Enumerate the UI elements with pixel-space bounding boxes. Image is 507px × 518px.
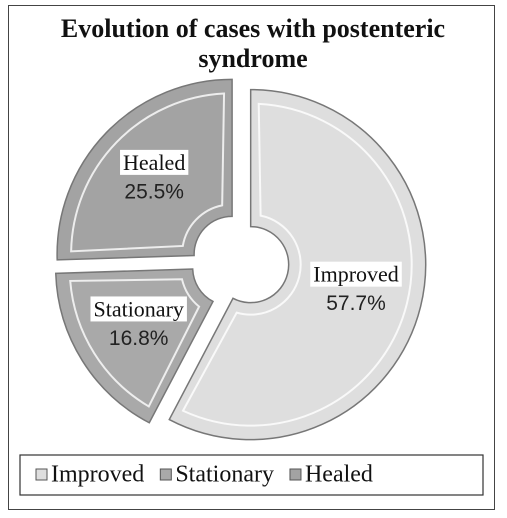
slice-bevel	[70, 92, 226, 253]
slice-bevel	[181, 102, 413, 427]
slice-label: Healed 25.5%	[120, 149, 189, 203]
legend-label: Improved	[51, 462, 144, 488]
slice-category-label: Stationary	[93, 296, 183, 321]
pie-slice	[168, 88, 427, 441]
legend-swatch	[289, 468, 302, 481]
legend-label: Healed	[305, 462, 373, 488]
slice-category-label: Improved	[313, 262, 399, 287]
slice-label: Improved 57.7%	[310, 261, 402, 315]
legend-label: Stationary	[175, 462, 274, 488]
slice-category-label: Healed	[123, 150, 185, 175]
label-background	[120, 149, 189, 175]
legend-swatch	[159, 468, 172, 481]
slice-value-label: 16.8%	[109, 327, 169, 350]
slice-value-label: 57.7%	[326, 292, 386, 315]
slice-value-label: 25.5%	[124, 180, 184, 203]
slice-label: Stationary 16.8%	[90, 296, 187, 350]
chart-frame	[8, 5, 495, 510]
chart-title: Evolution of cases with postenteric synd…	[60, 14, 446, 73]
label-background	[90, 296, 187, 322]
legend-swatch	[35, 468, 48, 481]
slice-bevel	[69, 278, 201, 408]
legend-box	[19, 454, 484, 496]
label-background	[310, 261, 402, 287]
